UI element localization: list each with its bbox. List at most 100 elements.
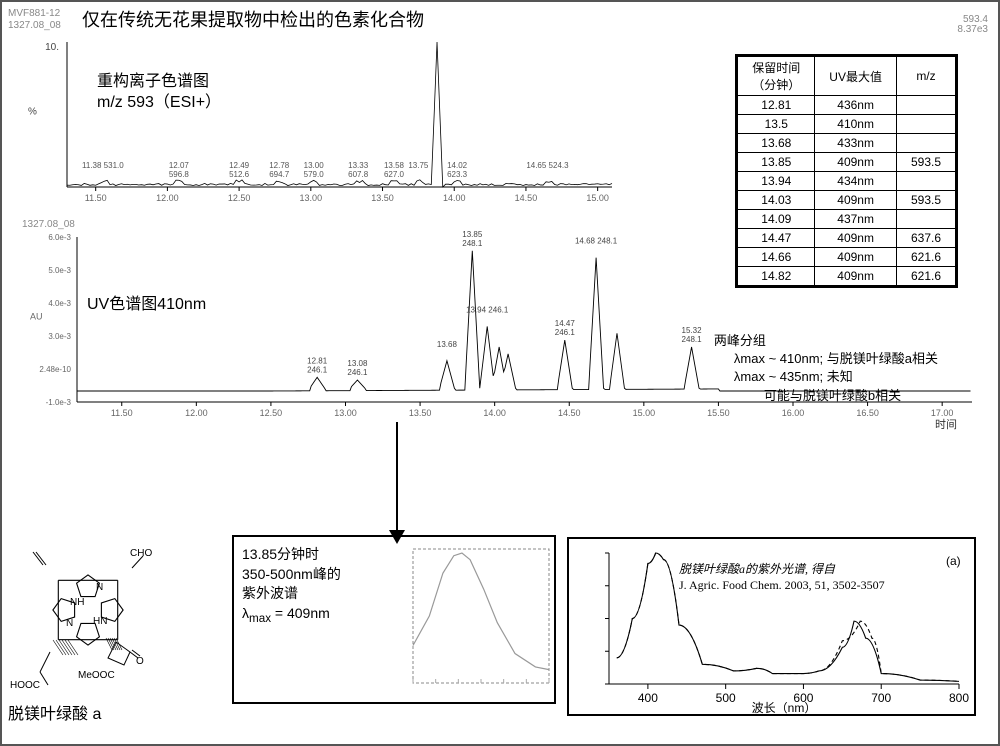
svg-text:627.0: 627.0 (384, 170, 405, 179)
svg-text:11.38 531.0: 11.38 531.0 (82, 161, 124, 170)
table-row: 13.85409nm593.5 (737, 153, 957, 172)
svg-text:12.50: 12.50 (260, 408, 283, 418)
table-row: 13.5410nm (737, 115, 957, 134)
gn-l4: 可能与脱镁叶绿酸b相关 (714, 387, 938, 405)
svg-text:13.50: 13.50 (371, 193, 394, 203)
table-row: 14.09437nm (737, 210, 957, 229)
uv-l4: λmax = 409nm (242, 604, 389, 627)
peak-table: 保留时间（分钟）UV最大值m/z12.81436nm13.5410nm13.68… (735, 54, 958, 288)
svg-text:246.1: 246.1 (555, 328, 576, 337)
page-title: 仅在传统无花果提取物中检出的色素化合物 (82, 6, 424, 32)
svg-text:14.00: 14.00 (483, 408, 506, 418)
top-right-2: 8.37e3 (957, 24, 988, 35)
svg-text:5.0e-3: 5.0e-3 (48, 266, 71, 275)
gn-l1: 两峰分组 (714, 332, 938, 350)
reference-spectrum-inset: (a)400500600700800波长（nm）脱镁叶绿酸a的紫外光谱, 得自J… (567, 537, 976, 716)
svg-text:3.0e-3: 3.0e-3 (48, 332, 71, 341)
svg-text:400: 400 (638, 691, 658, 705)
arrow-indicator (377, 422, 417, 547)
svg-text:16.50: 16.50 (856, 408, 879, 418)
svg-text:14.50: 14.50 (558, 408, 581, 418)
table-header: m/z (896, 56, 956, 96)
chart1-label2: m/z 593（ESI+） (97, 93, 221, 114)
svg-text:800: 800 (949, 691, 969, 705)
table-header: 保留时间（分钟） (737, 56, 815, 96)
gn-l2: λmax ~ 410nm; 与脱镁叶绿酸a相关 (714, 350, 938, 368)
svg-text:14.68 248.1: 14.68 248.1 (575, 237, 618, 246)
svg-text:248.1: 248.1 (462, 239, 483, 248)
structure-caption: 脱镁叶绿酸 a (8, 700, 178, 724)
svg-text:MeOOC: MeOOC (78, 670, 115, 681)
svg-text:时间: 时间 (935, 418, 957, 431)
svg-text:6.0e-3: 6.0e-3 (48, 233, 71, 242)
chromatogram-ion: 10.%11.5012.0012.5013.0013.5014.0014.501… (22, 32, 622, 212)
svg-text:NH: NH (70, 597, 84, 608)
svg-text:11.50: 11.50 (85, 193, 107, 203)
svg-text:%: % (28, 107, 37, 118)
table-header: UV最大值 (815, 56, 897, 96)
svg-text:15.00: 15.00 (633, 408, 656, 418)
svg-text:2.48e-10: 2.48e-10 (39, 365, 71, 374)
svg-text:700: 700 (871, 691, 891, 705)
svg-text:500: 500 (716, 691, 736, 705)
svg-text:579.0: 579.0 (304, 170, 325, 179)
uv-l1: 13.85分钟时 (242, 545, 389, 565)
svg-text:13.68: 13.68 (437, 340, 458, 349)
svg-text:12.81: 12.81 (307, 356, 328, 365)
svg-text:波长（nm）: 波长（nm） (752, 701, 817, 714)
svg-text:13.00: 13.00 (334, 408, 357, 418)
molecular-structure: CHONHNNHNMeOOCHOOCO 脱镁叶绿酸 a (8, 538, 178, 724)
svg-text:13.85: 13.85 (462, 230, 483, 239)
svg-text:J. Agric. Food Chem. 2003, 51,: J. Agric. Food Chem. 2003, 51, 3502-3507 (679, 578, 885, 592)
svg-text:246.1: 246.1 (347, 368, 368, 377)
group-note: 两峰分组 λmax ~ 410nm; 与脱镁叶绿酸a相关 λmax ~ 435n… (714, 332, 938, 405)
svg-text:13.00: 13.00 (300, 193, 323, 203)
table-row: 14.82409nm621.6 (737, 267, 957, 287)
svg-text:512.6: 512.6 (229, 170, 250, 179)
svg-text:17.00: 17.00 (931, 408, 954, 418)
svg-text:N: N (96, 582, 103, 593)
chart2-file: 1327.08_08 (22, 219, 75, 230)
svg-text:14.00: 14.00 (443, 193, 466, 203)
svg-text:607.8: 607.8 (348, 170, 369, 179)
svg-text:596.8: 596.8 (169, 170, 190, 179)
table-row: 12.81436nm (737, 96, 957, 115)
file-code: MVF881-12 (8, 8, 60, 19)
svg-text:N: N (66, 618, 73, 629)
svg-text:13.00: 13.00 (304, 161, 325, 170)
svg-text:12.49: 12.49 (229, 161, 250, 170)
svg-text:-1.0e-3: -1.0e-3 (46, 398, 72, 407)
uv-spectrum-inset: 13.85分钟时 350-500nm峰的 紫外波谱 λmax = 409nm (232, 535, 556, 704)
uv-l2: 350-500nm峰的 (242, 565, 389, 585)
svg-text:14.02: 14.02 (447, 161, 468, 170)
table-row: 13.94434nm (737, 172, 957, 191)
svg-text:14.65 524.3: 14.65 524.3 (526, 161, 569, 170)
gn-l3: λmax ~ 435nm; 未知 (714, 368, 938, 386)
chart2-label1: UV色谱图410nm (87, 295, 206, 316)
svg-text:12.07: 12.07 (169, 161, 190, 170)
svg-text:10.: 10. (45, 42, 59, 53)
file-num: 1327.08_08 (8, 20, 61, 31)
table-row: 14.47409nm637.6 (737, 229, 957, 248)
table-row: 13.68433nm (737, 134, 957, 153)
svg-text:12.78: 12.78 (269, 161, 290, 170)
svg-text:脱镁叶绿酸a的紫外光谱, 得自: 脱镁叶绿酸a的紫外光谱, 得自 (679, 562, 836, 576)
svg-text:HN: HN (93, 616, 107, 627)
chart1-label1: 重构离子色谱图 (97, 72, 221, 93)
svg-text:15.50: 15.50 (707, 408, 730, 418)
svg-text:15.00: 15.00 (586, 193, 609, 203)
table-row: 14.66409nm621.6 (737, 248, 957, 267)
svg-text:15.32: 15.32 (682, 326, 703, 335)
svg-text:16.00: 16.00 (782, 408, 805, 418)
svg-text:246.1: 246.1 (307, 365, 328, 374)
svg-text:12.00: 12.00 (156, 193, 179, 203)
svg-text:13.50: 13.50 (409, 408, 432, 418)
svg-text:HOOC: HOOC (10, 680, 40, 691)
uv-l3: 紫外波谱 (242, 584, 389, 604)
svg-text:248.1: 248.1 (682, 335, 703, 344)
svg-text:12.50: 12.50 (228, 193, 251, 203)
svg-text:623.3: 623.3 (447, 170, 468, 179)
svg-text:14.47: 14.47 (555, 319, 576, 328)
svg-text:11.50: 11.50 (111, 408, 133, 418)
svg-text:13.08: 13.08 (347, 359, 368, 368)
